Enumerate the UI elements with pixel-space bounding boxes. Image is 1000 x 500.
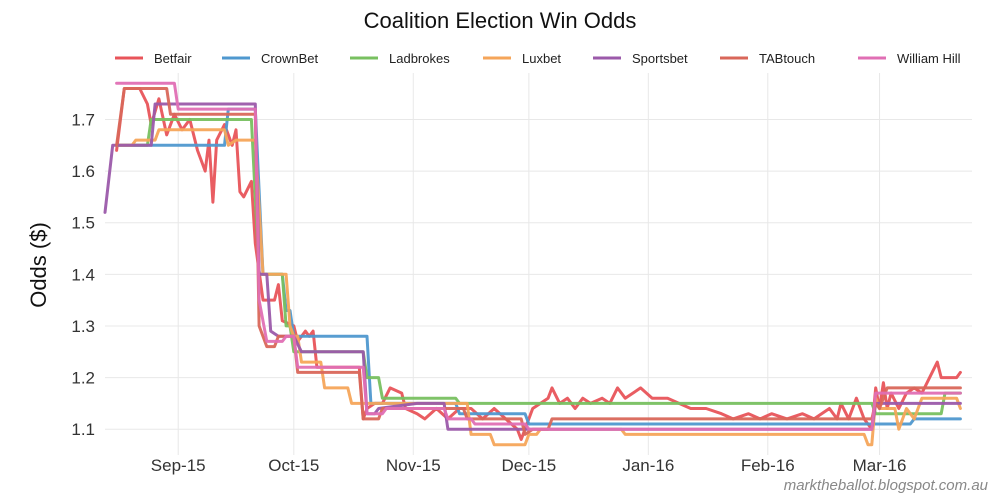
- y-tick-label: 1.5: [71, 214, 95, 233]
- y-tick-label: 1.3: [71, 317, 95, 336]
- series-line-luxbet: [115, 128, 962, 447]
- legend-label: Luxbet: [522, 51, 561, 66]
- y-tick-label: 1.4: [71, 265, 95, 284]
- legend: Betfair CrownBet Ladbrokes Luxbet Sportsbet T…: [115, 51, 961, 66]
- legend-item: Ladbrokes: [350, 51, 450, 66]
- legend-item: Luxbet: [483, 51, 561, 66]
- series-line-crownbet: [115, 107, 962, 426]
- legend-item: William Hill: [858, 51, 961, 66]
- legend-item: Betfair: [115, 51, 192, 66]
- source-credit: marktheballot.blogspot.com.au: [784, 477, 989, 494]
- series-line-ladbrokes: [115, 118, 962, 416]
- legend-label: William Hill: [897, 51, 961, 66]
- legend-label: Betfair: [154, 51, 192, 66]
- x-tick-label: Jan-16: [622, 456, 674, 475]
- chart-title: Coalition Election Win Odds: [364, 8, 637, 33]
- legend-item: TABtouch: [720, 51, 815, 66]
- y-tick-label: 1.7: [71, 110, 95, 129]
- legend-label: Ladbrokes: [389, 51, 450, 66]
- x-tick-label: Sep-15: [151, 456, 206, 475]
- y-tick-label: 1.1: [71, 420, 95, 439]
- y-axis-ticks: 1.1 1.2 1.3 1.4 1.5 1.6 1.7: [71, 110, 95, 439]
- legend-item: Sportsbet: [593, 51, 688, 66]
- grid: [105, 73, 972, 455]
- y-axis-label: Odds ($): [26, 222, 51, 308]
- legend-item: CrownBet: [222, 51, 318, 66]
- x-tick-label: Mar-16: [853, 456, 907, 475]
- y-tick-label: 1.2: [71, 369, 95, 388]
- x-tick-label: Oct-15: [268, 456, 319, 475]
- series-line-william-hill: [115, 81, 962, 431]
- series-line-sportsbet: [103, 102, 962, 431]
- x-tick-label: Feb-16: [741, 456, 795, 475]
- legend-label: Sportsbet: [632, 51, 688, 66]
- legend-label: CrownBet: [261, 51, 318, 66]
- series-lines: [103, 81, 962, 447]
- legend-label: TABtouch: [759, 51, 815, 66]
- series-line-betfair: [115, 87, 962, 441]
- y-tick-label: 1.6: [71, 162, 95, 181]
- x-tick-label: Nov-15: [386, 456, 441, 475]
- x-axis-ticks: Sep-15 Oct-15 Nov-15 Dec-15 Jan-16 Feb-16 Mar-…: [151, 456, 907, 475]
- x-tick-label: Dec-15: [501, 456, 556, 475]
